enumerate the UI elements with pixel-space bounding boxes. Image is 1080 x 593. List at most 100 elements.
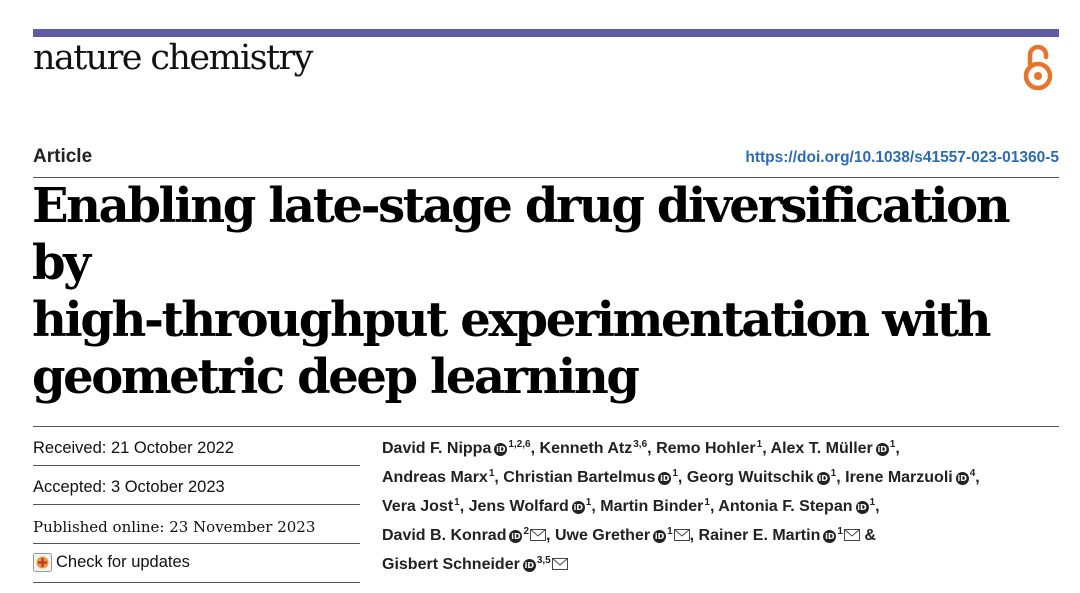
author-entry: Martin Binder1,	[600, 497, 715, 515]
author-name[interactable]: Remo Hohler	[656, 440, 756, 457]
journal-name[interactable]: nature chemistry	[33, 38, 313, 78]
author-name[interactable]: Alex T. Müller	[770, 440, 873, 457]
author-separator: ,	[494, 469, 499, 486]
author-entry: Kenneth Atz3,6,	[539, 439, 652, 457]
author-name[interactable]: Rainer E. Martin	[698, 527, 821, 544]
orcid-icon[interactable]: iD	[653, 530, 667, 543]
affiliation-number[interactable]: 1	[454, 497, 460, 508]
publication-dates: Received: 21 October 2022 Accepted: 3 Oc…	[33, 427, 360, 583]
author-name[interactable]: Irene Marzuoli	[845, 469, 953, 486]
author-entry: Rainer E. Martin iD 1 &	[698, 526, 876, 544]
journal-color-bar	[33, 29, 1059, 37]
orcid-icon[interactable]: iD	[955, 472, 969, 485]
author-name[interactable]: David F. Nippa	[382, 440, 492, 457]
author-entry: Uwe Grether iD 1,	[554, 526, 695, 544]
affiliation-number[interactable]: 1	[672, 468, 678, 479]
orcid-icon[interactable]: iD	[855, 501, 869, 514]
affiliation-number[interactable]: 1	[488, 468, 495, 479]
affiliation-number[interactable]: 2	[523, 526, 530, 537]
author-separator: ,	[677, 469, 683, 486]
author-separator: ,	[836, 469, 841, 486]
author-name[interactable]: Jens Wolfard	[468, 498, 569, 515]
author-entry: David F. Nippa iD 1,2,6,	[382, 439, 536, 457]
author-separator: ,	[546, 527, 551, 544]
author-entry: Antonia F. Stepan iD 1,	[718, 497, 880, 515]
email-icon[interactable]	[843, 529, 860, 541]
author-name[interactable]: Gisbert Schneider	[382, 556, 520, 573]
title-line: geometric deep learning	[32, 349, 640, 405]
article-type-label: Article	[33, 146, 93, 167]
author-name[interactable]: Martin Binder	[600, 498, 704, 515]
affiliation-number[interactable]: 1	[869, 497, 876, 508]
author-entry: Alex T. Müller iD 1,	[770, 439, 900, 457]
author-entry: Remo Hohler1,	[656, 439, 767, 457]
author-name[interactable]: Antonia F. Stepan	[718, 498, 853, 515]
orcid-icon[interactable]: iD	[823, 530, 837, 543]
author-name[interactable]: Georg Wuitschik	[686, 469, 814, 486]
check-for-updates-label: Check for updates	[56, 553, 190, 571]
affiliation-number[interactable]: 1	[704, 497, 710, 508]
orcid-icon[interactable]: iD	[658, 472, 672, 485]
orcid-icon[interactable]: iD	[571, 501, 585, 514]
author-separator: ,	[895, 440, 900, 457]
author-separator: ,	[975, 469, 980, 486]
author-separator: &	[859, 527, 876, 544]
author-entry: Jens Wolfard iD 1,	[468, 497, 596, 515]
affiliation-number[interactable]: 1	[756, 439, 763, 450]
published-date: Published online: 23 November 2023	[33, 518, 316, 536]
affiliation-number[interactable]: 1	[837, 526, 843, 537]
article-title: Enabling late-stage drug diversification…	[32, 178, 1072, 406]
author-entry: Christian Bartelmus iD 1,	[503, 468, 683, 486]
author-name[interactable]: Andreas Marx	[382, 469, 488, 486]
author-entry: Irene Marzuoli iD 4,	[845, 468, 980, 486]
received-date: Received: 21 October 2022	[33, 439, 234, 457]
affiliation-number[interactable]: 1	[830, 468, 837, 479]
author-name[interactable]: Christian Bartelmus	[503, 469, 656, 486]
author-separator: ,	[459, 498, 465, 515]
open-access-icon	[1023, 44, 1053, 91]
author-separator: ,	[762, 440, 767, 457]
author-entry: Georg Wuitschik iD 1,	[686, 468, 841, 486]
check-for-updates-button[interactable]: Check for updates	[33, 553, 190, 572]
affiliation-number[interactable]: 1	[667, 526, 673, 537]
affiliation-number[interactable]: 3,5	[536, 555, 551, 566]
affiliation-number[interactable]: 4	[969, 468, 976, 479]
author-separator: ,	[647, 440, 652, 457]
author-entry: David B. Konrad iD 2,	[382, 526, 551, 544]
author-entry: Gisbert Schneider iD 3,5	[382, 555, 568, 573]
affiliation-number[interactable]: 1	[889, 439, 896, 450]
email-icon[interactable]	[530, 529, 547, 541]
author-name[interactable]: Kenneth Atz	[539, 440, 633, 457]
email-icon[interactable]	[551, 558, 568, 570]
email-icon[interactable]	[673, 529, 690, 541]
orcid-icon[interactable]: iD	[509, 530, 523, 543]
divider	[33, 177, 1059, 178]
affiliation-number[interactable]: 3,6	[633, 439, 648, 450]
divider	[33, 426, 1059, 427]
orcid-icon[interactable]: iD	[875, 443, 889, 456]
affiliation-number[interactable]: 1,2,6	[508, 439, 531, 450]
title-line: high-throughput experimentation with	[32, 292, 992, 348]
title-line: Enabling late-stage drug diversification…	[32, 178, 1011, 291]
check-updates-row: Check for updates	[33, 544, 360, 583]
received-row: Received: 21 October 2022	[33, 427, 360, 466]
author-separator: ,	[530, 440, 536, 457]
author-separator: ,	[591, 498, 596, 515]
orcid-icon[interactable]: iD	[816, 472, 830, 485]
author-entry: Andreas Marx1,	[382, 468, 499, 486]
author-list: David F. Nippa iD 1,2,6, Kenneth Atz3,6, R…	[382, 432, 1072, 577]
orcid-icon[interactable]: iD	[522, 559, 536, 572]
accepted-date: Accepted: 3 October 2023	[33, 478, 225, 496]
author-separator: ,	[689, 527, 695, 544]
author-separator: ,	[875, 498, 880, 515]
author-name[interactable]: Vera Jost	[382, 498, 454, 515]
author-entry: Vera Jost1,	[382, 497, 465, 515]
affiliation-number[interactable]: 1	[585, 497, 592, 508]
author-separator: ,	[709, 498, 715, 515]
orcid-icon[interactable]: iD	[494, 443, 508, 456]
accepted-row: Accepted: 3 October 2023	[33, 466, 360, 505]
doi-link[interactable]: https://doi.org/10.1038/s41557-023-01360…	[745, 149, 1059, 166]
crossmark-icon	[33, 553, 52, 572]
author-name[interactable]: David B. Konrad	[382, 527, 507, 544]
author-name[interactable]: Uwe Grether	[554, 527, 651, 544]
